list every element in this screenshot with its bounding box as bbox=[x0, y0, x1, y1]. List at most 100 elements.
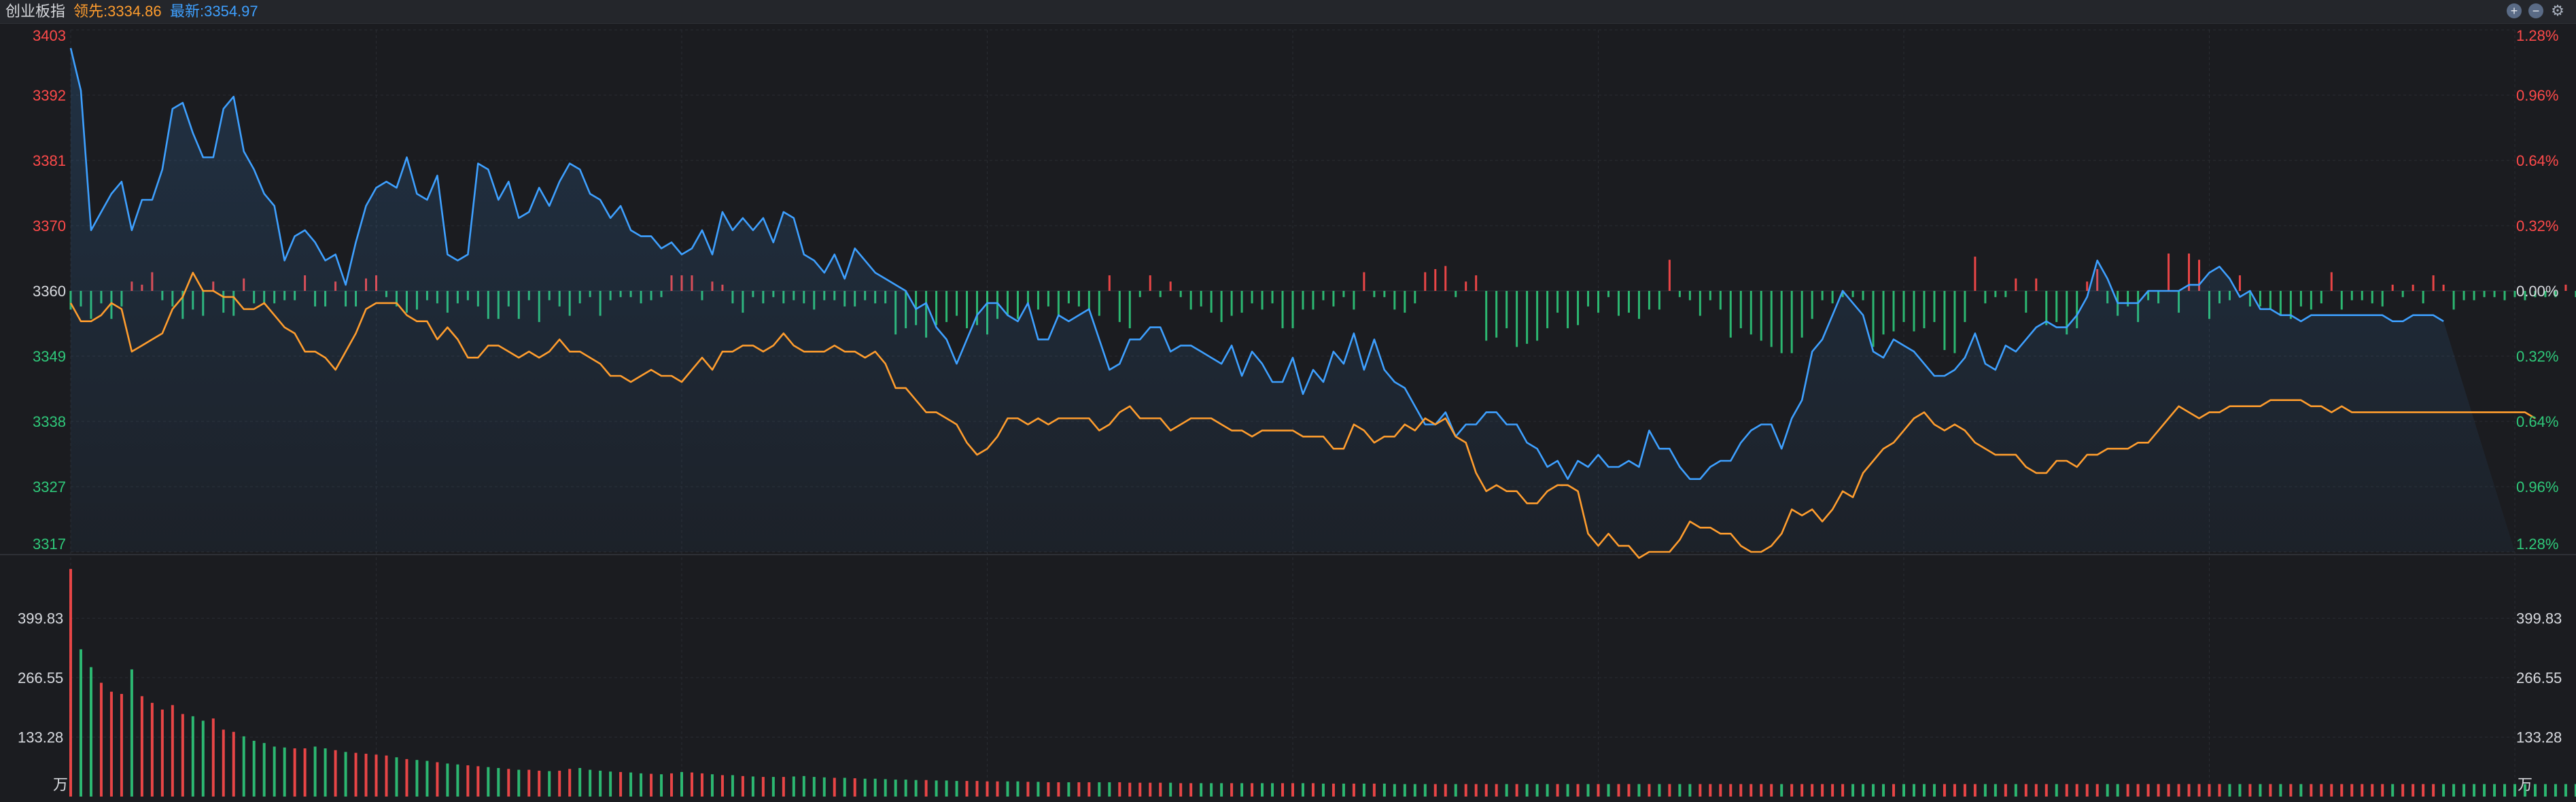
breadth-bar-down bbox=[1821, 291, 1824, 300]
volume-bar-up bbox=[2381, 784, 2384, 797]
volume-bar-up bbox=[1811, 784, 1814, 797]
breadth-bar-down bbox=[1210, 291, 1213, 313]
volume-bar-up bbox=[1444, 784, 1447, 797]
breadth-bar-down bbox=[1811, 291, 1813, 319]
breadth-bar-down bbox=[1536, 291, 1539, 341]
breadth-bar-down bbox=[1709, 291, 1711, 300]
volume-bar-up bbox=[2330, 784, 2333, 797]
volume-bar-up bbox=[1026, 782, 1030, 797]
volume-bar-down bbox=[822, 777, 826, 797]
breadth-bar-down bbox=[1526, 291, 1529, 344]
volume-bar-down bbox=[1566, 784, 1569, 797]
breadth-bar-up bbox=[2015, 278, 2017, 291]
volume-bar-up bbox=[1138, 782, 1142, 797]
volume-bar-up bbox=[1943, 784, 1946, 797]
volume-bar-up bbox=[1474, 784, 1478, 797]
volume-tick-right: 266.55 bbox=[2516, 669, 2562, 686]
volume-bar-up bbox=[150, 703, 154, 797]
breadth-bar-down bbox=[1373, 291, 1376, 298]
volume-unit-left: 万 bbox=[53, 776, 68, 793]
breadth-bar-up bbox=[2238, 275, 2241, 291]
volume-bar-down bbox=[2564, 784, 2567, 797]
volume-bar-up bbox=[1372, 783, 1376, 797]
breadth-bar-down bbox=[2076, 291, 2078, 328]
volume-bar-up bbox=[1128, 782, 1132, 797]
volume-bar-up bbox=[1057, 782, 1060, 797]
volume-bar-up bbox=[1739, 784, 1743, 797]
volume-bar-down bbox=[2014, 784, 2017, 797]
breadth-bar-down bbox=[2473, 291, 2475, 300]
y-tick-right: 0.64% bbox=[2516, 152, 2558, 169]
volume-bar-up bbox=[2126, 784, 2129, 797]
volume-bar-up bbox=[211, 718, 215, 797]
y-tick-right: 0.96% bbox=[2516, 87, 2558, 104]
volume-bar-up bbox=[466, 765, 470, 797]
breadth-bar-down bbox=[2462, 291, 2465, 300]
volume-bar-up bbox=[1311, 783, 1315, 797]
volume-bar-down bbox=[1098, 782, 1101, 797]
volume-bar-up bbox=[1729, 784, 1733, 797]
breadth-bar-down bbox=[2544, 291, 2547, 298]
gear-icon[interactable]: ⚙ bbox=[2551, 2, 2564, 19]
volume-bar-up bbox=[303, 748, 307, 797]
breadth-bar-down bbox=[1790, 291, 1793, 353]
volume-bar-up bbox=[2167, 784, 2170, 797]
breadth-bar-down bbox=[2503, 291, 2506, 300]
breadth-bar-down bbox=[1312, 291, 1315, 310]
volume-bar-up bbox=[1118, 782, 1121, 797]
volume-bar-down bbox=[201, 720, 205, 797]
volume-bar-down bbox=[517, 769, 521, 797]
minus-icon[interactable]: − bbox=[2528, 3, 2543, 18]
volume-bar-up bbox=[1495, 784, 1498, 797]
volume-bar-down bbox=[2299, 784, 2303, 797]
volume-bar-up bbox=[1800, 784, 1804, 797]
volume-bar-down bbox=[660, 774, 663, 797]
y-tick-right: 0.96% bbox=[2516, 478, 2558, 495]
breadth-bar-down bbox=[1729, 291, 1732, 338]
volume-bar-up bbox=[1464, 784, 1467, 797]
volume-bar-down bbox=[2574, 784, 2576, 797]
breadth-bar-down bbox=[1892, 291, 1895, 332]
volume-bar-down bbox=[1882, 784, 1885, 797]
volume-bar-up bbox=[405, 759, 408, 797]
breadth-bar-down bbox=[2279, 291, 2282, 316]
breadth-bar-down bbox=[1383, 291, 1386, 298]
volume-bar-down bbox=[1067, 782, 1071, 797]
breadth-bar-down bbox=[2452, 291, 2455, 310]
volume-bar-down bbox=[1912, 784, 1915, 797]
y-tick-left: 3327 bbox=[33, 478, 66, 495]
breadth-bar-up bbox=[1465, 281, 1467, 291]
volume-bar-up bbox=[476, 766, 480, 797]
breadth-bar-down bbox=[1882, 291, 1885, 335]
volume-bar-up bbox=[2371, 784, 2374, 797]
volume-tick-left: 399.83 bbox=[18, 610, 63, 627]
volume-bar-up bbox=[436, 762, 439, 797]
volume-bar-down bbox=[1169, 782, 1172, 797]
plus-icon[interactable]: + bbox=[2507, 3, 2522, 18]
volume-bar-down bbox=[945, 780, 948, 797]
volume-bar-down bbox=[1393, 784, 1396, 797]
volume-bar-up bbox=[1953, 784, 1956, 797]
volume-bar-up bbox=[558, 770, 561, 797]
volume-bar-down bbox=[79, 649, 82, 797]
breadth-bar-down bbox=[1984, 291, 1987, 304]
volume-bar-down bbox=[130, 669, 133, 797]
breadth-bar-up bbox=[1475, 275, 1478, 291]
breadth-bar-down bbox=[1220, 291, 1223, 322]
volume-bar-up bbox=[1047, 782, 1050, 797]
volume-bar-down bbox=[344, 752, 347, 797]
volume-bar-up bbox=[1291, 783, 1294, 797]
y-tick-right: 0.00% bbox=[2516, 283, 2558, 300]
breadth-bar-down bbox=[2320, 291, 2322, 304]
volume-bar-down bbox=[2473, 784, 2476, 797]
breadth-bar-up bbox=[2198, 260, 2201, 291]
breadth-bar-up bbox=[2412, 284, 2414, 291]
volume-bar-up bbox=[996, 781, 999, 797]
breadth-bar-up bbox=[2442, 284, 2445, 291]
volume-bar-down bbox=[2543, 784, 2547, 797]
volume-bar-down bbox=[2462, 784, 2466, 797]
volume-bar-up bbox=[527, 769, 531, 797]
volume-bar-down bbox=[1240, 783, 1244, 797]
volume-bar-down bbox=[1535, 784, 1539, 797]
volume-bar-down bbox=[1586, 784, 1590, 797]
